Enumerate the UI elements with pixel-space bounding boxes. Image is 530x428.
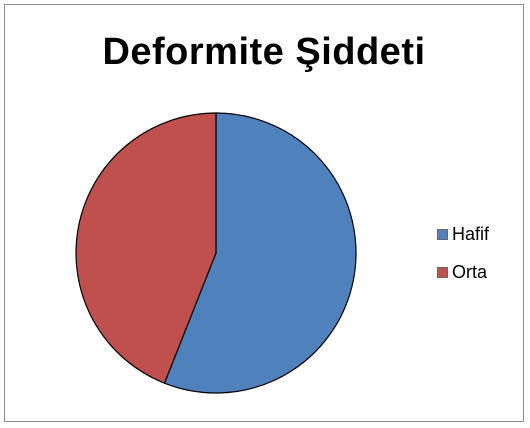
- legend-swatch-orta: [437, 266, 448, 278]
- chart-title: Deformite Şiddeti: [102, 31, 426, 73]
- legend: Hafif Orta: [437, 224, 489, 300]
- chart-area: Deformite Şiddeti Hafif Orta: [4, 4, 524, 422]
- pie-slice-orta: [75, 112, 217, 384]
- legend-swatch-hafif: [437, 228, 448, 240]
- legend-label-orta: Orta: [452, 261, 488, 282]
- legend-label-hafif: Hafif: [452, 223, 490, 244]
- pie-chart: [75, 112, 357, 394]
- legend-item-orta: Orta: [437, 262, 489, 282]
- legend-item-hafif: Hafif: [437, 224, 489, 244]
- pie-slice-hafif: [163, 112, 357, 394]
